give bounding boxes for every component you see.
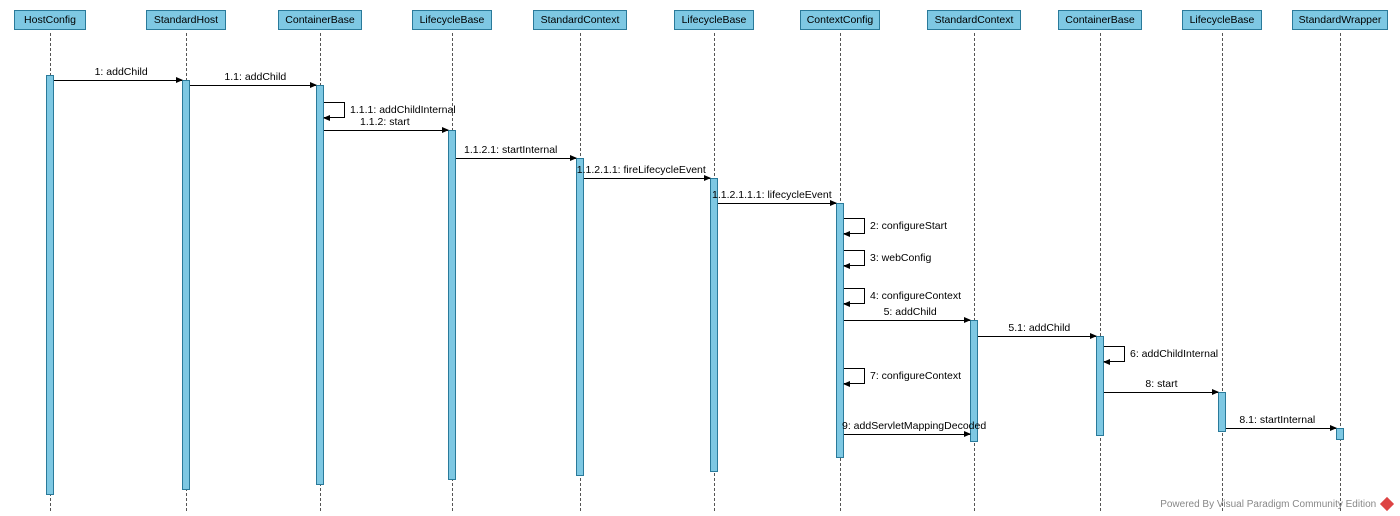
watermark-icon bbox=[1380, 497, 1394, 511]
message-label: 9: addServletMappingDecoded bbox=[842, 420, 986, 432]
message-arrow bbox=[718, 203, 836, 204]
lifeline-l1: HostConfig bbox=[14, 10, 86, 30]
message-arrow bbox=[190, 85, 316, 86]
self-message bbox=[844, 218, 865, 234]
self-message bbox=[844, 288, 865, 304]
self-message bbox=[844, 368, 865, 384]
message-label: 1.1.2: start bbox=[360, 116, 410, 128]
lifeline-l6: LifecycleBase bbox=[674, 10, 754, 30]
watermark-text: Powered By Visual Paradigm Community Edi… bbox=[1160, 499, 1376, 510]
activation-l10 bbox=[1218, 392, 1226, 432]
activation-l11 bbox=[1336, 428, 1344, 440]
message-label: 1.1.2.1.1: fireLifecycleEvent bbox=[577, 164, 706, 176]
message-arrow bbox=[456, 158, 576, 159]
watermark: Powered By Visual Paradigm Community Edi… bbox=[1160, 499, 1392, 510]
lifeline-dash-l10 bbox=[1222, 33, 1223, 511]
message-arrow bbox=[54, 80, 182, 81]
message-label: 3: webConfig bbox=[870, 252, 931, 264]
activation-l4 bbox=[448, 130, 456, 480]
message-label: 2: configureStart bbox=[870, 220, 947, 232]
message-label: 5: addChild bbox=[884, 306, 937, 318]
message-label: 8.1: startInternal bbox=[1239, 414, 1315, 426]
self-message bbox=[844, 250, 865, 266]
message-arrow bbox=[844, 320, 970, 321]
message-label: 1.1.2.1: startInternal bbox=[464, 144, 557, 156]
message-arrow bbox=[324, 130, 448, 131]
message-label: 1.1.2.1.1.1: lifecycleEvent bbox=[712, 189, 832, 201]
lifeline-dash-l9 bbox=[1100, 33, 1101, 511]
lifeline-l10: LifecycleBase bbox=[1182, 10, 1262, 30]
self-message bbox=[1104, 346, 1125, 362]
activation-l6 bbox=[710, 178, 718, 472]
message-label: 4: configureContext bbox=[870, 290, 961, 302]
message-label: 6: addChildInternal bbox=[1130, 348, 1218, 360]
lifeline-l8: StandardContext bbox=[927, 10, 1021, 30]
lifeline-l2: StandardHost bbox=[146, 10, 226, 30]
activation-l5 bbox=[576, 158, 584, 476]
message-arrow bbox=[978, 336, 1096, 337]
lifeline-l7: ContextConfig bbox=[800, 10, 880, 30]
activation-l2 bbox=[182, 80, 190, 490]
activation-l1 bbox=[46, 75, 54, 495]
activation-l3 bbox=[316, 85, 324, 485]
lifeline-l11: StandardWrapper bbox=[1292, 10, 1388, 30]
message-label: 7: configureContext bbox=[870, 370, 961, 382]
message-label: 1.1.1: addChildInternal bbox=[350, 104, 456, 116]
lifeline-l9: ContainerBase bbox=[1058, 10, 1142, 30]
self-message bbox=[324, 102, 345, 118]
message-label: 8: start bbox=[1145, 378, 1177, 390]
message-label: 1.1: addChild bbox=[224, 71, 286, 83]
lifeline-l5: StandardContext bbox=[533, 10, 627, 30]
message-arrow bbox=[1226, 428, 1336, 429]
message-label: 5.1: addChild bbox=[1008, 322, 1070, 334]
message-label: 1: addChild bbox=[95, 66, 148, 78]
lifeline-l3: ContainerBase bbox=[278, 10, 362, 30]
message-arrow bbox=[584, 178, 710, 179]
lifeline-l4: LifecycleBase bbox=[412, 10, 492, 30]
message-arrow bbox=[1104, 392, 1218, 393]
message-arrow bbox=[844, 434, 970, 435]
activation-l9 bbox=[1096, 336, 1104, 436]
